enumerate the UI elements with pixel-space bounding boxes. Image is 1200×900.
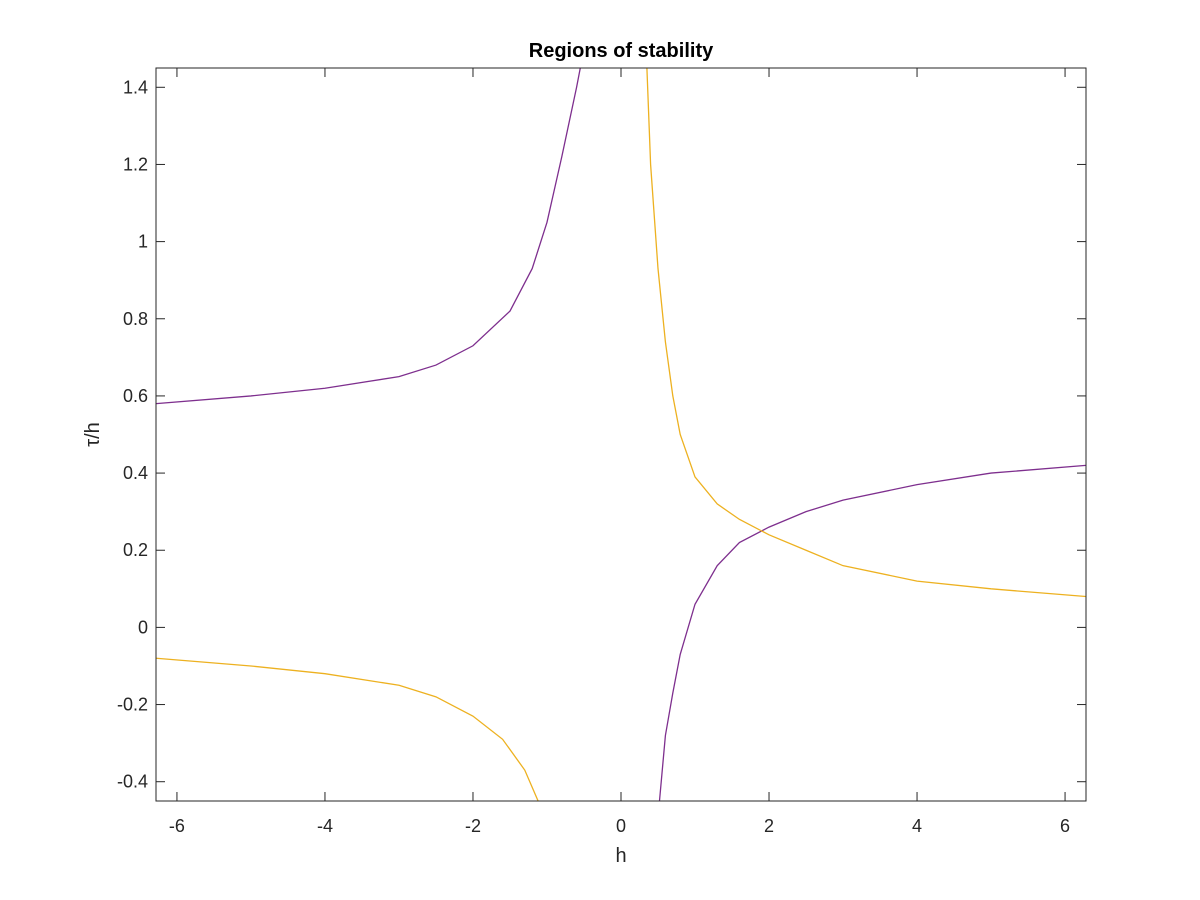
y-tick-label: 0.8 — [123, 309, 148, 329]
x-tick-label: 4 — [912, 816, 922, 836]
y-tick-label: 1 — [138, 232, 148, 252]
plot-area — [155, 67, 1087, 802]
y-tick-label: -0.2 — [117, 695, 148, 715]
x-tick-label: 6 — [1060, 816, 1070, 836]
y-tick-label: 0.4 — [123, 463, 148, 483]
series-2-branch-2 — [156, 657, 539, 801]
series-1-branch-1 — [156, 68, 581, 405]
x-tick-label: -4 — [317, 816, 333, 836]
x-tick-label: -6 — [169, 816, 185, 836]
y-tick-label: 0 — [138, 617, 148, 637]
y-tick-label: 0.6 — [123, 386, 148, 406]
axes-frame — [155, 67, 1087, 802]
x-tick-label: 0 — [616, 816, 626, 836]
y-axis-title: τ/h — [82, 422, 104, 447]
series-2-branch-1 — [646, 68, 1086, 598]
y-tick-label: 1.4 — [123, 77, 148, 97]
series-1-branch-2 — [658, 464, 1086, 801]
x-tick-label: -2 — [465, 816, 481, 836]
y-tick-label: 1.2 — [123, 154, 148, 174]
series-group — [156, 68, 1086, 801]
y-axis: -0.4 -0.2 0 0.2 0.4 0.6 0.8 1 1.2 1.4 — [117, 77, 1086, 792]
x-axis: -6 -4 -2 0 2 4 6 — [169, 68, 1070, 836]
x-axis-title: h — [615, 845, 626, 867]
y-tick-label: -0.4 — [117, 772, 148, 792]
chart-title: Regions of stability — [529, 40, 714, 62]
y-tick-label: 0.2 — [123, 540, 148, 560]
x-tick-label: 2 — [764, 816, 774, 836]
